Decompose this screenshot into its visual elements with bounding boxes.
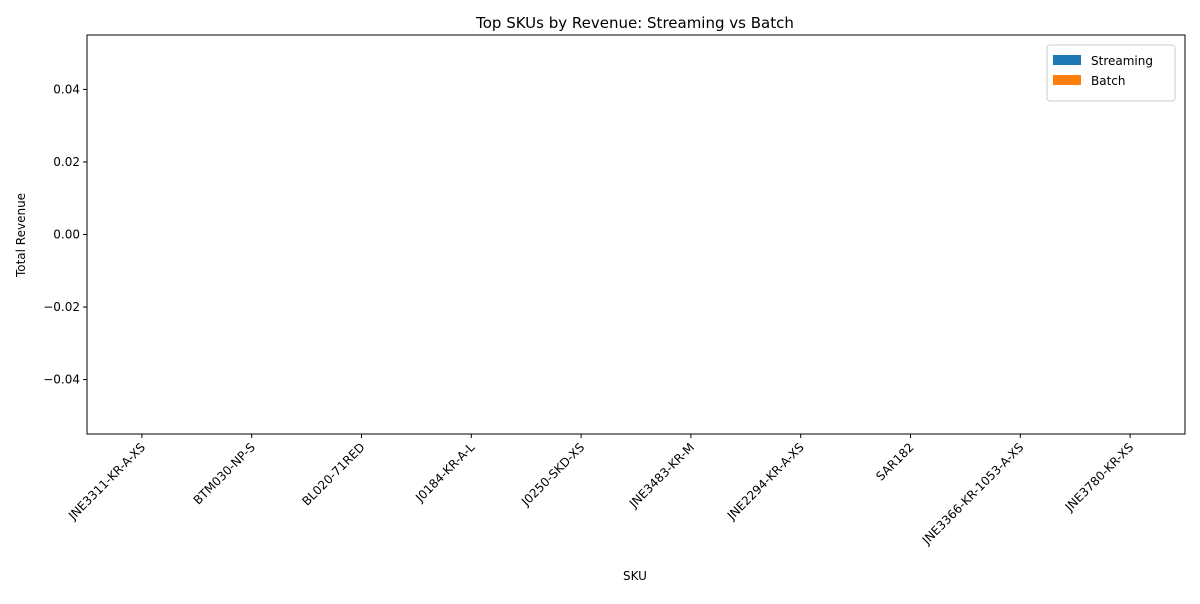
x-tick-label: JNE3311-KR-A-XS bbox=[65, 440, 148, 523]
chart-title: Top SKUs by Revenue: Streaming vs Batch bbox=[475, 14, 794, 32]
x-tick-label: JNE3780-KR-XS bbox=[1062, 440, 1136, 514]
y-tick-label: −0.02 bbox=[43, 300, 80, 314]
legend-label-batch: Batch bbox=[1091, 74, 1126, 88]
x-tick-label: BTM030-NP-S bbox=[191, 440, 258, 507]
x-axis-label: SKU bbox=[623, 569, 647, 583]
legend-label-streaming: Streaming bbox=[1091, 54, 1153, 68]
legend-swatch-streaming bbox=[1053, 55, 1081, 65]
legend-swatch-batch bbox=[1053, 75, 1081, 85]
y-tick-label: −0.04 bbox=[43, 373, 80, 387]
x-tick-label: SAR182 bbox=[873, 440, 916, 483]
y-axis-label: Total Revenue bbox=[14, 193, 28, 278]
plot-frame bbox=[86, 34, 1186, 435]
x-tick-label: J0184-KR-A-L bbox=[412, 440, 477, 505]
plot-area: −0.04 −0.02 0.00 0.02 0.04 JNE3311-KR-A-XS BTM… bbox=[43, 34, 1186, 548]
legend: Streaming Batch bbox=[1046, 44, 1176, 102]
x-tick-label: BL020-71RED bbox=[299, 440, 367, 508]
y-tick-label: 0.02 bbox=[53, 155, 80, 169]
x-tick-label: JNE3366-KR-1053-A-XS bbox=[919, 440, 1027, 548]
x-tick-label: JNE3483-KR-M bbox=[626, 440, 697, 511]
x-tick-label: JNE2294-KR-A-XS bbox=[724, 440, 807, 523]
x-tick-label: J0250-SKD-XS bbox=[518, 440, 587, 509]
y-tick-label: 0.00 bbox=[53, 228, 80, 242]
y-tick-label: 0.04 bbox=[53, 82, 80, 96]
